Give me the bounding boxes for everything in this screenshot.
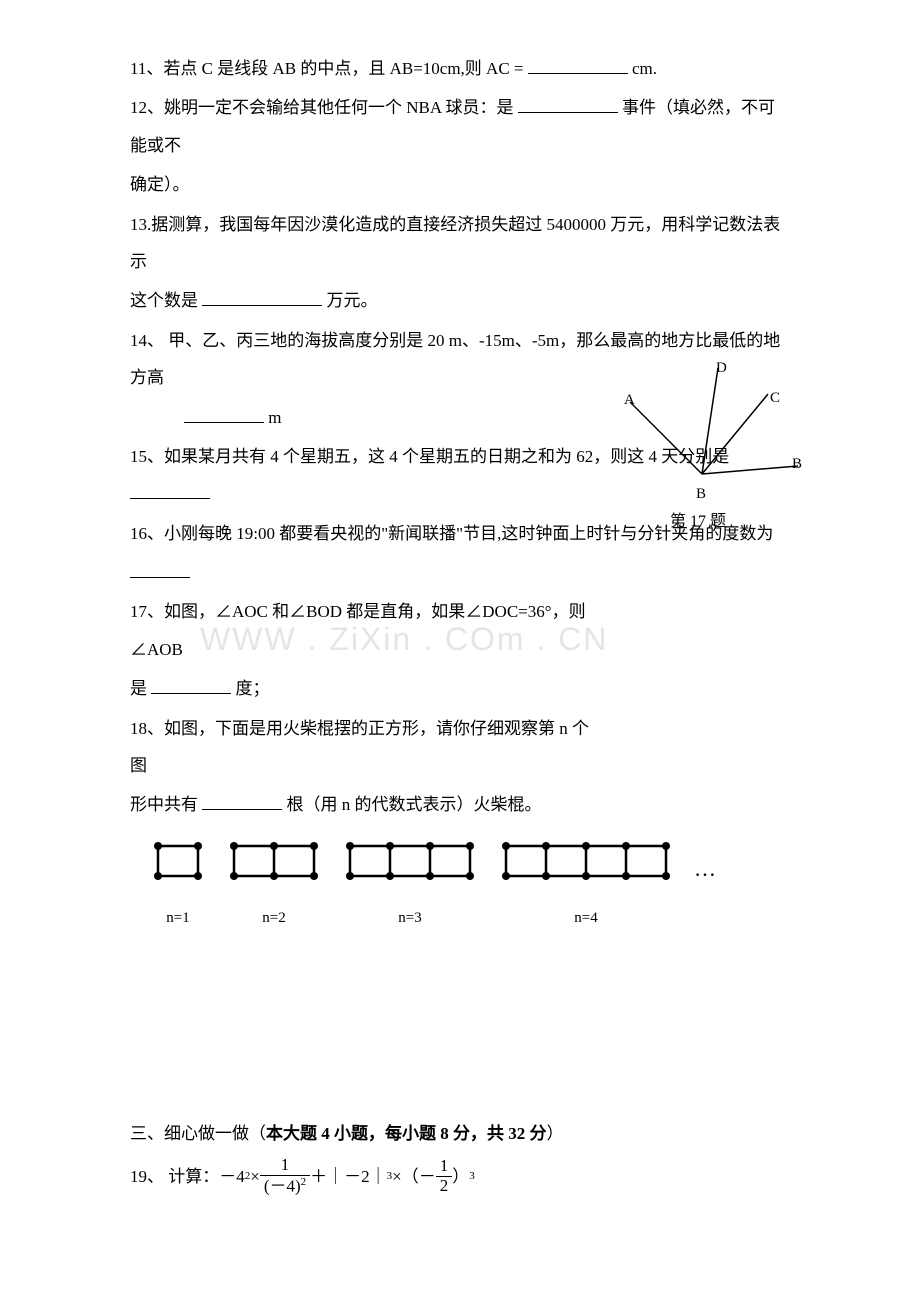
fig-label-b-top: B (792, 448, 802, 481)
q14-text-a: 14、 甲、乙、丙三地的海拔高度分别是 20 m、-15m、-5m，那么最高的地… (130, 331, 780, 387)
q19-frac1: 1 (－4)2 (260, 1156, 310, 1196)
q19-t1: × (250, 1158, 260, 1195)
q19-label: 19、 计算： (130, 1158, 219, 1195)
q19-plus: ＋｜－2｜ (310, 1158, 387, 1195)
q13-cont: 这个数是 万元。 (130, 282, 790, 319)
q19-close: ） (452, 1158, 469, 1195)
q18-text-b: 形中共有 (130, 795, 198, 814)
q12: 12、姚明一定不会输给其他任何一个 NBA 球员：是 事件（填必然，不可能或不 (130, 89, 790, 164)
matchstick-figures: n=1 n=2 (130, 838, 790, 935)
q13-text-c: 万元。 (327, 291, 378, 310)
q19-den1: (－4)2 (260, 1176, 310, 1196)
q19-frac2: 1 2 (436, 1157, 453, 1195)
q19-t2: ×（－ (392, 1158, 436, 1195)
section-3-header: 三、细心做一做（本大题 4 小题，每小题 8 分，共 32 分） (130, 1115, 790, 1152)
ms-label-n3: n=3 (398, 902, 421, 935)
ms-n3: n=3 (342, 838, 478, 935)
q17-text-b: 是 (130, 679, 147, 698)
q12-text-c: 确定）。 (130, 175, 190, 194)
q16: 16、小刚每晚 19:00 都要看央视的"新闻联播"节目,这时钟面上时针与分针夹… (130, 515, 790, 552)
q19: 19、 计算： －42 × 1 (－4)2 ＋｜－2｜3 ×（－ 1 2 ）3 (130, 1156, 790, 1196)
q13: 13.据测算，我国每年因沙漠化造成的直接经济损失超过 5400000 万元，用科… (130, 206, 790, 281)
q18-text-a: 18、如图，下面是用火柴棍摆的正方形，请你仔细观察第 n 个图 (130, 719, 589, 775)
ms-n2: n=2 (226, 838, 322, 935)
q17-cont: 是 度； (130, 670, 790, 707)
ms-label-n4: n=4 (574, 902, 597, 935)
q15-blank (130, 482, 210, 499)
q15: 15、如果某月共有 4 个星期五，这 4 个星期五的日期之和为 62，则这 4 … (130, 438, 790, 513)
q17-text-a: 17、如图，∠AOC 和∠BOD 都是直角，如果∠DOC=36°，则∠AOB (130, 602, 586, 658)
q15-text-a: 15、如果某月共有 4 个星期五，这 4 个星期五的日期之和为 62，则这 4 … (130, 447, 729, 466)
q17: 17、如图，∠AOC 和∠BOD 都是直角，如果∠DOC=36°，则∠AOB (130, 593, 790, 668)
section-3-suffix: ） (547, 1124, 564, 1143)
section-3-prefix: 三、细心做一做（ (130, 1124, 266, 1143)
q12-cont: 确定）。 (130, 166, 790, 203)
q19-num2: 1 (436, 1157, 453, 1177)
q14-blank (184, 406, 264, 423)
ms-label-n1: n=1 (166, 902, 189, 935)
q19-p1: －4 (219, 1158, 245, 1195)
q18-cont: 形中共有 根（用 n 的代数式表示）火柴棍。 (130, 786, 790, 823)
q12-blank (518, 96, 618, 113)
q11-blank (528, 57, 628, 74)
q13-text-a: 13.据测算，我国每年因沙漠化造成的直接经济损失超过 5400000 万元，用科… (130, 215, 780, 271)
q14-cont: m (130, 399, 790, 436)
q18-blank (202, 793, 282, 810)
q19-den2: 2 (436, 1177, 453, 1196)
q11-text-b: cm. (632, 59, 657, 78)
q17-blank (151, 677, 231, 694)
ms-label-n2: n=2 (262, 902, 285, 935)
q11: 11、若点 C 是线段 AB 的中点，且 AB=10cm,则 AC = cm. (130, 50, 790, 87)
ms-ellipsis: … (694, 845, 716, 927)
q19-sup3: 3 (469, 1164, 475, 1188)
q19-num1: 1 (260, 1156, 310, 1176)
q12-text-a: 12、姚明一定不会输给其他任何一个 NBA 球员：是 (130, 98, 513, 117)
q11-text-a: 11、若点 C 是线段 AB 的中点，且 AB=10cm,则 AC = (130, 59, 524, 78)
ms-n1: n=1 (150, 838, 206, 935)
q13-blank (202, 289, 322, 306)
q18-text-c: 根（用 n 的代数式表示）火柴棍。 (287, 795, 542, 814)
q16-blank-line (130, 554, 790, 591)
q17-text-c: 度； (236, 679, 270, 698)
q16-blank (130, 561, 190, 578)
section-3-bold: 本大题 4 小题，每小题 8 分，共 32 分 (266, 1124, 547, 1143)
q14: 14、 甲、乙、丙三地的海拔高度分别是 20 m、-15m、-5m，那么最高的地… (130, 322, 790, 397)
q14-text-b: m (268, 408, 281, 427)
q18: 18、如图，下面是用火柴棍摆的正方形，请你仔细观察第 n 个图 (130, 710, 790, 785)
q16-text-a: 16、小刚每晚 19:00 都要看央视的"新闻联播"节目,这时钟面上时针与分针夹… (130, 524, 773, 543)
q13-text-b: 这个数是 (130, 291, 198, 310)
ms-n4: n=4 (498, 838, 674, 935)
